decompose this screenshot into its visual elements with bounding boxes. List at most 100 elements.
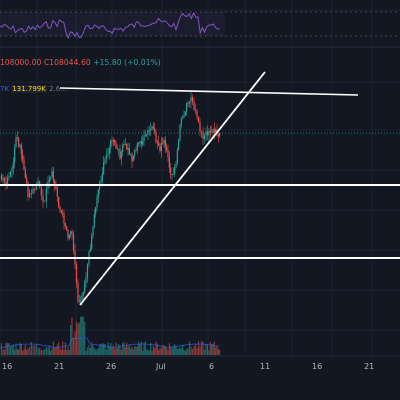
candle-body	[77, 282, 79, 302]
candle-body	[0, 175, 3, 180]
candle-body	[80, 299, 82, 301]
volume-bar	[160, 348, 162, 355]
candle-body	[146, 134, 148, 136]
x-tick-label: 16	[312, 362, 323, 371]
volume-bar	[19, 342, 21, 355]
candle-body	[132, 155, 134, 162]
volume-bar	[184, 350, 186, 355]
volume-bar	[183, 349, 185, 355]
candle-body	[219, 133, 221, 137]
volume-bar	[95, 349, 97, 355]
candle-body	[115, 142, 117, 149]
volume-bar	[167, 350, 169, 355]
candle-body	[196, 110, 198, 117]
candle-body	[29, 192, 31, 198]
candle-body	[155, 132, 157, 142]
volume-bar	[146, 349, 148, 355]
volume-bar	[132, 349, 134, 355]
volume-bar	[58, 342, 60, 355]
volume-bar	[187, 348, 189, 355]
candle-body	[99, 183, 101, 190]
candle-body	[172, 173, 174, 175]
resistance-line	[59, 87, 359, 96]
volume-ma-label: 7K	[0, 85, 10, 93]
candle-body	[163, 139, 165, 144]
candle-body	[122, 144, 124, 152]
candle-body	[84, 282, 86, 293]
candle-body	[59, 206, 61, 211]
volume-bar	[122, 343, 124, 355]
volume-bar	[200, 341, 203, 355]
candle-body	[108, 147, 110, 154]
volume-bar	[196, 348, 198, 355]
candle-body	[182, 117, 184, 119]
volume-bar	[70, 325, 72, 355]
volume-bar	[151, 350, 153, 355]
volume-bar	[194, 343, 197, 355]
volume-bar	[147, 349, 149, 355]
candle-body	[60, 210, 62, 213]
candle-body	[174, 167, 176, 174]
volume-bar	[140, 341, 142, 355]
candle-body	[162, 142, 164, 144]
volume-bar	[92, 345, 94, 355]
volume-bar	[23, 348, 25, 355]
volume-bar	[120, 350, 122, 355]
x-tick-label: 21	[54, 362, 65, 371]
volume-bar	[27, 347, 29, 355]
candle-body	[187, 103, 189, 104]
candle-body	[194, 109, 197, 111]
candle-body	[70, 231, 72, 235]
volume-bar	[116, 348, 118, 355]
volume-bar	[158, 350, 160, 355]
candle-body	[197, 116, 200, 123]
candle-body	[37, 181, 39, 186]
candle-body	[199, 122, 201, 132]
candle-body	[140, 141, 142, 145]
volume-bar	[0, 343, 3, 355]
candle-body	[171, 174, 173, 176]
candle-body	[3, 177, 6, 182]
candle-body	[112, 140, 114, 142]
volume-bar	[54, 347, 56, 355]
volume-bar	[139, 343, 141, 355]
candle-body	[152, 126, 154, 129]
candle-body	[148, 129, 150, 131]
candle-body	[89, 248, 91, 252]
candle-body	[131, 153, 133, 162]
volume-bar	[142, 350, 144, 355]
candle-body	[135, 150, 137, 152]
candle-body	[14, 147, 16, 163]
volume-bar	[74, 331, 76, 355]
candle-body	[96, 197, 98, 208]
volume-bar	[209, 342, 211, 355]
volume-bar	[111, 346, 113, 355]
volume-bar	[47, 348, 49, 355]
volume-bar	[166, 348, 168, 355]
candle-body	[85, 277, 87, 283]
x-tick-label: 11	[260, 362, 271, 371]
candle-body	[183, 115, 185, 118]
volume-bar	[123, 341, 125, 355]
candle-body	[32, 188, 34, 194]
volume-bar	[174, 344, 176, 355]
volume-bar	[37, 347, 39, 355]
volume-bar	[39, 348, 41, 355]
volume-legend: 7K 131.799K 2.6...	[0, 85, 67, 93]
candle-body	[202, 132, 204, 139]
candle-body	[52, 171, 54, 181]
volume-bar	[171, 348, 173, 355]
candle-body	[6, 177, 9, 185]
candle-body	[176, 149, 178, 164]
candle-body	[44, 201, 46, 203]
volume-bar	[48, 345, 50, 355]
x-tick-label: 21	[364, 362, 375, 371]
rising-trendline	[79, 71, 266, 306]
candle-body	[2, 177, 4, 180]
candle-body	[20, 144, 22, 155]
volume-bar	[32, 345, 34, 355]
volume-bar	[5, 342, 7, 355]
volume-bar	[2, 349, 4, 355]
volume-bar	[168, 343, 170, 355]
